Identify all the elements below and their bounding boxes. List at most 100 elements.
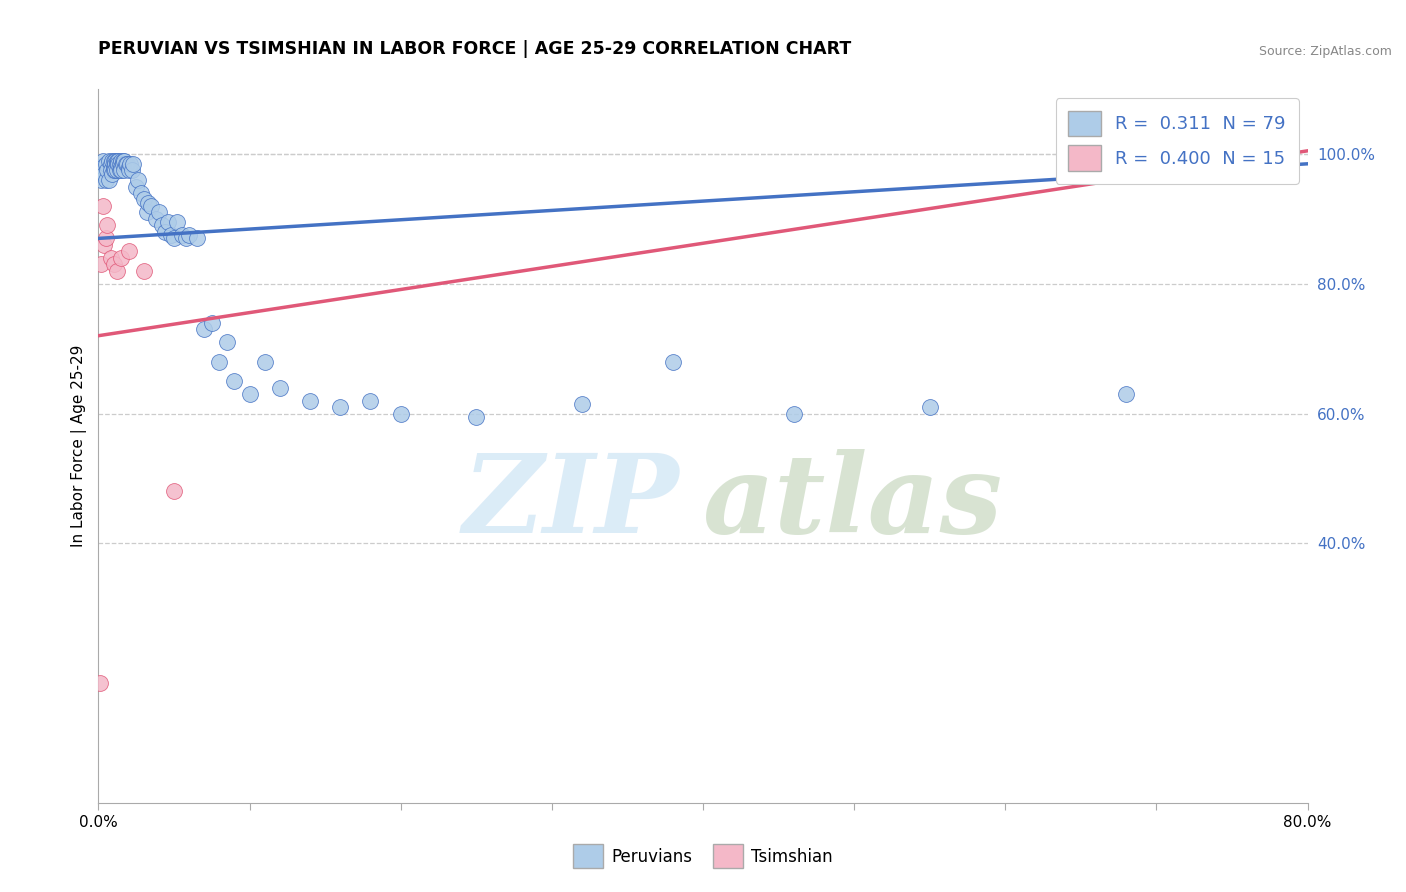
Point: [108, 163, 131, 178]
Point: [269, 381, 291, 395]
Point: [141, 199, 163, 213]
Point: [108, 157, 131, 171]
Point: [1070, 153, 1092, 168]
Point: [253, 354, 276, 368]
Point: [153, 225, 176, 239]
Point: [918, 400, 941, 414]
Point: [135, 205, 157, 219]
Point: [299, 393, 322, 408]
Point: [105, 264, 128, 278]
Point: [100, 157, 122, 171]
Text: Source: ZipAtlas.com: Source: ZipAtlas.com: [1258, 45, 1392, 58]
Point: [110, 153, 132, 168]
Point: [111, 157, 134, 171]
Point: [127, 173, 149, 187]
Point: [103, 160, 125, 174]
Point: [90, 167, 112, 181]
Point: [110, 160, 132, 174]
Point: [103, 153, 125, 168]
Point: [662, 354, 685, 368]
Point: [103, 163, 125, 178]
Point: [90, 257, 112, 271]
Point: [208, 354, 231, 368]
Point: [201, 316, 224, 330]
Point: [145, 211, 167, 226]
Point: [91, 153, 114, 168]
Point: [104, 157, 127, 171]
Point: [118, 163, 141, 178]
Point: [104, 163, 127, 178]
Text: PERUVIAN VS TSIMSHIAN IN LABOR FORCE | AGE 25-29 CORRELATION CHART: PERUVIAN VS TSIMSHIAN IN LABOR FORCE | A…: [98, 40, 852, 58]
Point: [132, 264, 155, 278]
Point: [122, 157, 145, 171]
Point: [389, 407, 412, 421]
Point: [89, 160, 111, 174]
Point: [96, 163, 118, 178]
Point: [136, 195, 159, 210]
Point: [465, 409, 488, 424]
Point: [783, 407, 806, 421]
Point: [150, 219, 173, 233]
Point: [90, 173, 112, 187]
Point: [148, 205, 170, 219]
Point: [125, 179, 148, 194]
Point: [170, 228, 193, 243]
Point: [110, 251, 132, 265]
Point: [103, 257, 125, 271]
Point: [163, 484, 186, 499]
Point: [101, 153, 124, 168]
Point: [118, 160, 141, 174]
Point: [112, 153, 135, 168]
Point: [174, 231, 197, 245]
Point: [98, 153, 121, 168]
Point: [105, 157, 128, 171]
Point: [239, 387, 262, 401]
Point: [94, 157, 117, 171]
Point: [94, 231, 117, 245]
Point: [111, 153, 134, 168]
Point: [1115, 387, 1137, 401]
Point: [120, 157, 142, 171]
Point: [118, 244, 141, 259]
Point: [107, 153, 129, 168]
Point: [112, 163, 135, 178]
Point: [163, 231, 186, 245]
Point: [121, 163, 143, 178]
Text: atlas: atlas: [703, 450, 1004, 557]
Point: [329, 400, 352, 414]
Point: [107, 157, 129, 171]
Point: [129, 186, 152, 200]
Point: [160, 228, 183, 243]
Point: [98, 173, 121, 187]
Point: [156, 215, 179, 229]
Point: [132, 193, 155, 207]
Point: [96, 219, 118, 233]
Point: [224, 374, 246, 388]
Point: [89, 675, 111, 690]
Point: [114, 157, 136, 171]
Legend: Peruvians, Tsimshian: Peruvians, Tsimshian: [567, 838, 839, 875]
Point: [110, 163, 132, 178]
Point: [115, 157, 138, 171]
Point: [179, 228, 201, 243]
Point: [186, 231, 208, 245]
Point: [91, 160, 114, 174]
Point: [1144, 150, 1167, 164]
Text: ZIP: ZIP: [463, 450, 679, 557]
Point: [215, 335, 238, 350]
Point: [193, 322, 215, 336]
Point: [93, 167, 115, 181]
Point: [166, 215, 188, 229]
Point: [105, 153, 128, 168]
Point: [94, 173, 117, 187]
Point: [91, 199, 114, 213]
Point: [101, 167, 124, 181]
Point: [360, 393, 382, 408]
Point: [571, 397, 593, 411]
Point: [100, 251, 122, 265]
Point: [105, 163, 128, 178]
Point: [100, 163, 122, 178]
Point: [104, 153, 127, 168]
Y-axis label: In Labor Force | Age 25-29: In Labor Force | Age 25-29: [72, 345, 87, 547]
Point: [93, 238, 115, 252]
